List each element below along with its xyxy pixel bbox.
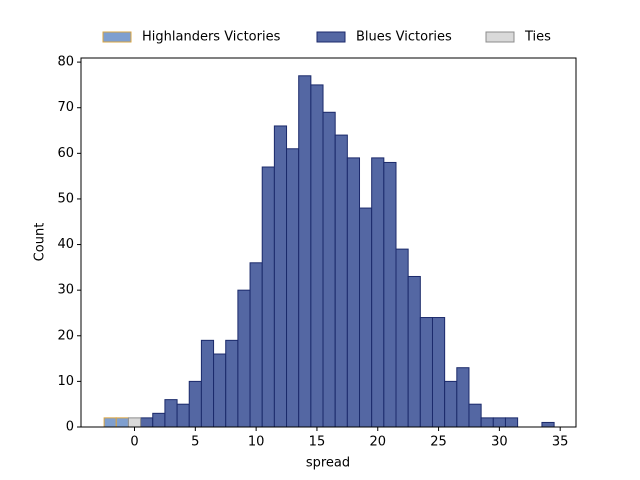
bar [261,166,275,428]
y-tick-label: 70 [57,100,74,115]
bar [395,248,409,428]
bar [334,134,348,428]
bar [140,417,154,428]
bar [419,317,433,428]
y-tick-label: 40 [57,237,74,252]
bar [322,111,336,428]
legend-label: Highlanders Victories [142,30,281,45]
y-tick-label: 30 [57,283,74,298]
bar [468,403,482,428]
bar [492,417,506,428]
bar [310,84,324,428]
bar [346,157,361,428]
y-axis-label: Count [33,223,48,262]
y-tick-label: 20 [57,328,74,343]
bar [103,417,117,428]
plot-frame [80,57,577,428]
bar [176,403,190,428]
bar [273,125,288,428]
x-tick-label: 35 [552,435,569,450]
bar [407,275,421,428]
x-tick-label: 25 [430,435,447,450]
x-tick-label: 15 [309,435,326,450]
legend-swatch [485,31,515,43]
bar [127,417,142,428]
x-tick-label: 5 [191,435,199,450]
bar [115,417,129,428]
legend-label: Blues Victories [356,30,452,45]
y-tick-label: 10 [57,374,74,389]
bar [431,317,446,428]
bar [383,161,397,428]
y-tick-label: 0 [66,420,74,435]
bar [225,339,239,428]
bar [164,399,178,428]
x-tick-label: 20 [369,435,386,450]
y-tick-label: 80 [57,55,74,70]
legend-swatch [102,31,132,43]
x-tick-label: 0 [130,435,138,450]
bar [152,412,166,428]
bar [213,353,227,428]
bar [249,262,263,428]
bar [541,421,555,428]
bar [298,75,312,428]
x-tick-label: 10 [248,435,265,450]
bar [237,289,251,428]
bar [480,417,494,428]
legend-label: Ties [524,30,551,45]
bar [456,367,470,428]
bar [200,339,215,428]
x-axis-label: spread [306,456,350,471]
bar [371,157,385,428]
y-tick-label: 50 [57,191,74,206]
y-tick-label: 60 [57,146,74,161]
bar [286,148,300,428]
bar [359,207,373,428]
legend-swatch [316,31,346,43]
x-tick-label: 30 [491,435,508,450]
bar [444,380,458,428]
bar [504,417,519,428]
bar [188,380,202,428]
